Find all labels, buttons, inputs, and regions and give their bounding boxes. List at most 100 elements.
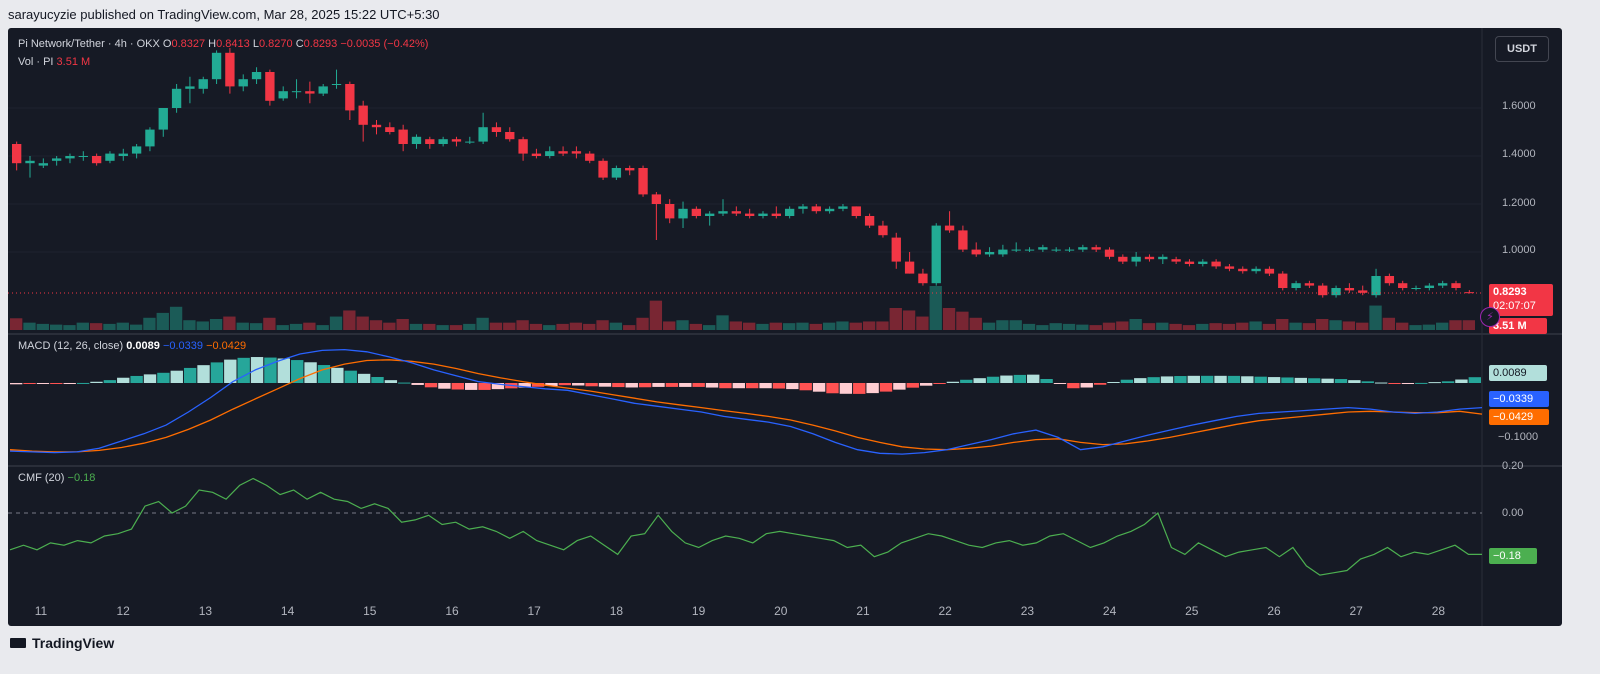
volume-bar <box>756 323 769 330</box>
candle-body <box>1011 249 1021 251</box>
candle-body <box>1278 273 1288 288</box>
volume-bar <box>36 323 49 330</box>
candle-body <box>1184 261 1195 264</box>
volume-bar <box>1436 322 1449 330</box>
volume-bar <box>236 322 249 330</box>
macd-histogram-bar <box>906 383 919 388</box>
volume-bar <box>849 322 862 330</box>
macd-histogram-bar <box>719 383 732 389</box>
macd-histogram-bar <box>759 383 772 389</box>
volume-bar <box>796 322 809 330</box>
time-axis-label: 17 <box>527 604 541 618</box>
volume-bar <box>516 320 529 330</box>
macd-histogram-bar <box>1441 381 1455 383</box>
candle-body <box>198 79 208 89</box>
macd-histogram-bar <box>384 380 398 383</box>
candle-body <box>878 225 888 236</box>
volume-bar <box>996 320 1009 330</box>
volume-bar <box>316 325 329 330</box>
low-value: 0.8270 <box>258 38 293 50</box>
volume-bar <box>1462 320 1475 330</box>
macd-histogram-bar <box>197 365 210 383</box>
macd-histogram-bar <box>90 381 103 383</box>
macd-histogram-bar <box>1000 375 1013 383</box>
candle-body <box>25 160 35 164</box>
candle-body <box>585 153 595 161</box>
volume-bar <box>902 310 916 330</box>
candle-body <box>1384 276 1395 284</box>
tradingview-logo[interactable]: TradingView <box>10 635 114 651</box>
volume-bar <box>969 317 982 330</box>
time-axis-label: 27 <box>1349 604 1363 618</box>
volume-bar <box>649 300 663 330</box>
macd-histogram-bar <box>1147 377 1160 383</box>
volume-bar <box>1089 325 1102 330</box>
candle-body <box>171 88 182 108</box>
macd-histogram-bar <box>1401 383 1415 384</box>
high-value: 0.8413 <box>216 38 250 50</box>
macd-label: MACD (12, 26, close) <box>18 340 124 352</box>
volume-bar <box>569 322 583 330</box>
macd-signal-value: −0.0429 <box>206 340 247 352</box>
macd-histogram-bar <box>36 383 50 384</box>
volume-bar <box>1116 321 1129 330</box>
macd-histogram-bar <box>679 383 692 387</box>
candle-body <box>1424 285 1435 288</box>
macd-histogram-bar <box>665 383 679 387</box>
candle-body <box>1318 285 1328 296</box>
candle-body <box>731 211 742 214</box>
candle-body <box>1118 256 1128 262</box>
macd-histogram-bar <box>331 367 344 383</box>
candle-body <box>718 211 728 214</box>
macd-histogram-bar <box>1294 377 1308 383</box>
volume-bar <box>929 286 942 330</box>
candle-body <box>1344 288 1355 291</box>
volume-bar <box>1182 325 1196 330</box>
candle-body <box>345 84 355 111</box>
chart-frame[interactable]: Pi Network/Tether · 4h · OKX O0.8327 H0.… <box>8 28 1562 626</box>
macd-histogram-bar <box>371 376 384 383</box>
macd-histogram-bar <box>424 383 438 388</box>
candle-body <box>1398 283 1408 288</box>
macd-histogram-bar <box>1027 374 1040 383</box>
time-axis-label: 11 <box>34 604 48 618</box>
macd-histogram-bar <box>692 383 705 387</box>
price-tick: 1.4000 <box>1502 148 1536 160</box>
macd-signal-line <box>9 359 1483 453</box>
volume-bar <box>169 306 183 330</box>
volume-bar <box>183 320 196 330</box>
candle-body <box>1078 247 1088 250</box>
candle-body <box>1158 256 1168 260</box>
volume-bar <box>543 325 556 330</box>
candle-body <box>744 213 755 216</box>
volume-bar <box>1022 323 1036 330</box>
candle-body <box>784 208 795 216</box>
macd-histogram-bar <box>1080 383 1093 388</box>
volume-legend: Vol · PI 3.51 M <box>18 56 90 68</box>
chart-canvas[interactable] <box>8 28 1562 626</box>
currency-button[interactable]: USDT <box>1495 36 1549 62</box>
volume-bar <box>249 323 263 330</box>
macd-histogram-bar <box>170 370 183 383</box>
candle-body <box>505 132 515 140</box>
volume-bar <box>596 320 609 330</box>
candle-body <box>118 153 128 156</box>
lightning-icon[interactable]: ⚡ <box>1480 307 1500 327</box>
candle-body <box>465 141 475 143</box>
candle-body <box>851 206 861 216</box>
volume-bar <box>1009 320 1022 330</box>
cmf-tick: 0.20 <box>1502 460 1524 472</box>
macd-histogram-bar <box>545 383 558 386</box>
change-value: −0.0035 (−0.42%) <box>340 38 429 50</box>
volume-bar <box>329 316 343 330</box>
volume-bar <box>1036 325 1049 330</box>
volume-bar <box>1262 323 1276 330</box>
volume-bar <box>356 316 369 330</box>
candle-body <box>1251 268 1261 272</box>
macd-histogram-bar <box>598 383 612 387</box>
macd-histogram-bar <box>117 377 130 383</box>
candle-body <box>438 139 448 144</box>
macd-histogram-bar <box>1321 378 1334 383</box>
cmf-value: −0.18 <box>67 472 96 484</box>
candle-body <box>185 86 195 89</box>
